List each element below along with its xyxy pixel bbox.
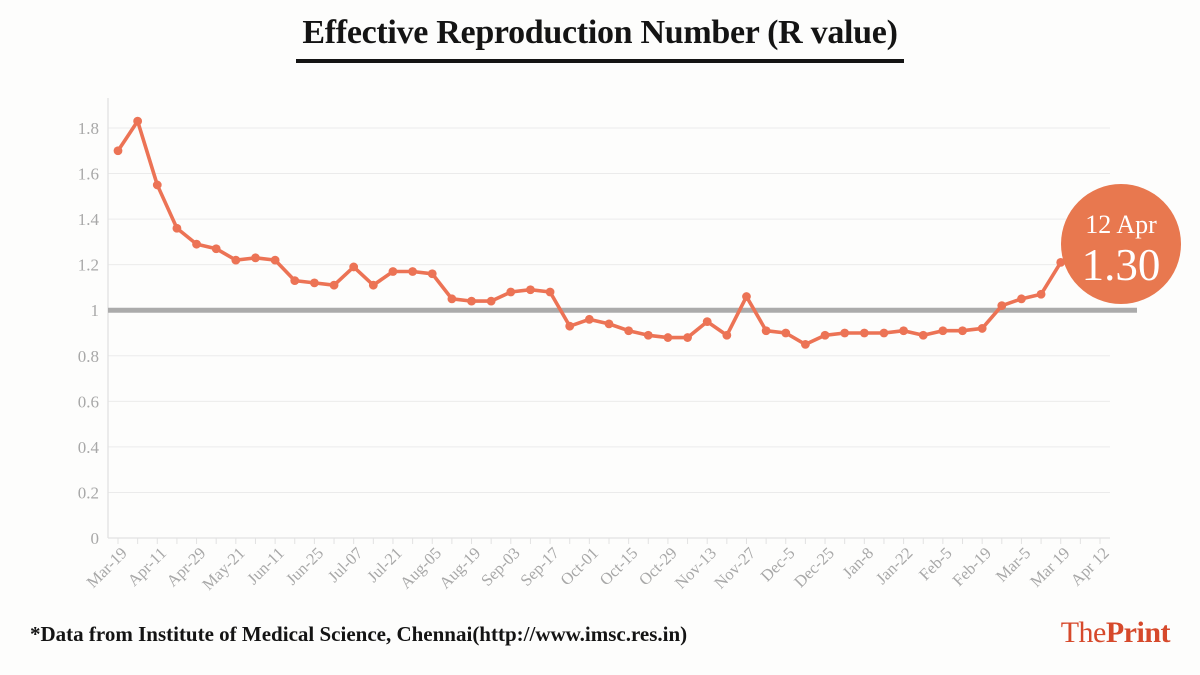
x-tick-label: Nov-13 xyxy=(671,543,720,592)
x-tick-label: Jan-8 xyxy=(838,543,877,582)
data-point-marker xyxy=(1056,257,1066,267)
x-tick-label: Jul-07 xyxy=(324,543,367,586)
y-tick-label: 1.6 xyxy=(78,165,99,184)
x-tick-label: Sep-03 xyxy=(477,543,523,589)
chart-header: Effective Reproduction Number (R value) xyxy=(0,14,1200,63)
x-tick-label: Mar 19 xyxy=(1026,543,1073,590)
latest-value-badge xyxy=(1061,184,1181,304)
source-note: *Data from Institute of Medical Science,… xyxy=(30,622,688,646)
y-tick-label: 1 xyxy=(91,301,100,320)
data-point-marker xyxy=(152,180,162,190)
x-tick-label: Jun-25 xyxy=(282,543,327,588)
brand-the: The xyxy=(1060,616,1107,649)
data-point-marker xyxy=(211,244,221,254)
data-point-marker xyxy=(840,328,850,338)
data-point-marker xyxy=(447,294,457,304)
x-tick-label: Dec-25 xyxy=(790,543,838,591)
x-tick-label: Nov-27 xyxy=(710,543,759,592)
data-point-marker xyxy=(1017,294,1026,304)
data-point-marker xyxy=(329,280,339,290)
data-point-marker xyxy=(290,276,300,286)
badge-date: 12 Apr xyxy=(1085,210,1157,239)
data-point-marker xyxy=(820,330,830,340)
data-point-marker xyxy=(526,285,535,295)
y-tick-label: 0 xyxy=(91,529,100,548)
data-point-marker xyxy=(683,333,692,342)
y-tick-label: 1.4 xyxy=(78,210,100,229)
data-point-marker xyxy=(192,239,201,249)
brand-print: Print xyxy=(1105,616,1171,649)
y-tick-label: 0.8 xyxy=(78,347,99,366)
data-point-marker xyxy=(368,280,378,290)
x-tick-label: May-21 xyxy=(198,543,248,593)
data-point-marker xyxy=(388,267,398,276)
x-tick-label: Aug-19 xyxy=(435,543,484,592)
data-point-marker xyxy=(742,292,751,301)
x-tick-label: Aug-05 xyxy=(396,543,445,592)
data-point-marker xyxy=(1036,289,1046,299)
y-tick-label: 0.4 xyxy=(78,438,100,457)
data-point-marker xyxy=(859,328,869,338)
data-point-marker xyxy=(467,296,476,306)
data-point-marker xyxy=(663,333,673,342)
data-point-marker xyxy=(702,317,712,327)
data-point-marker xyxy=(270,255,280,265)
y-tick-label: 0.6 xyxy=(78,392,99,411)
y-tick-label: 0.2 xyxy=(78,483,99,502)
y-tick-label: 1.8 xyxy=(78,119,99,138)
page-title: Effective Reproduction Number (R value) xyxy=(296,14,904,63)
data-point-marker xyxy=(486,296,496,306)
x-tick-label: Oct-01 xyxy=(556,543,602,589)
x-tick-label: Apr 12 xyxy=(1067,543,1113,589)
data-point-marker xyxy=(781,328,791,338)
data-point-marker xyxy=(801,339,810,349)
data-point-marker xyxy=(133,116,143,126)
x-tick-label: Jan-22 xyxy=(872,543,917,588)
data-point-marker xyxy=(231,255,241,265)
data-point-marker xyxy=(565,321,575,331)
data-point-marker xyxy=(761,326,771,336)
data-point-marker xyxy=(918,330,928,340)
data-point-marker xyxy=(938,326,948,336)
data-point-marker xyxy=(584,314,594,324)
x-tick-label: Oct-15 xyxy=(596,543,642,589)
x-tick-label: Jun-11 xyxy=(243,543,288,588)
data-point-marker xyxy=(879,328,889,338)
brand-logo: ThePrint xyxy=(1060,616,1171,650)
y-tick-label: 1.2 xyxy=(78,256,99,275)
data-point-marker xyxy=(643,330,653,340)
x-tick-label: Feb-19 xyxy=(948,543,994,589)
data-point-marker xyxy=(310,278,319,288)
data-point-marker xyxy=(506,287,516,297)
data-point-marker xyxy=(113,146,123,156)
data-point-marker xyxy=(899,326,908,336)
x-tick-label: Sep-17 xyxy=(516,543,562,589)
data-point-marker xyxy=(545,287,555,297)
data-point-marker xyxy=(958,326,967,336)
data-point-marker xyxy=(604,319,614,329)
x-tick-label: Mar-19 xyxy=(83,543,131,591)
data-point-marker xyxy=(997,301,1007,311)
badge-value: 1.30 xyxy=(1082,240,1161,290)
data-point-marker xyxy=(349,262,359,272)
data-point-marker xyxy=(172,223,182,233)
data-point-marker xyxy=(427,269,437,279)
data-point-marker xyxy=(977,324,987,333)
data-point-marker xyxy=(251,253,260,263)
data-point-marker xyxy=(408,267,417,276)
data-point-marker xyxy=(624,326,634,336)
data-point-marker xyxy=(722,330,732,340)
x-tick-label: Apr-11 xyxy=(124,543,170,589)
